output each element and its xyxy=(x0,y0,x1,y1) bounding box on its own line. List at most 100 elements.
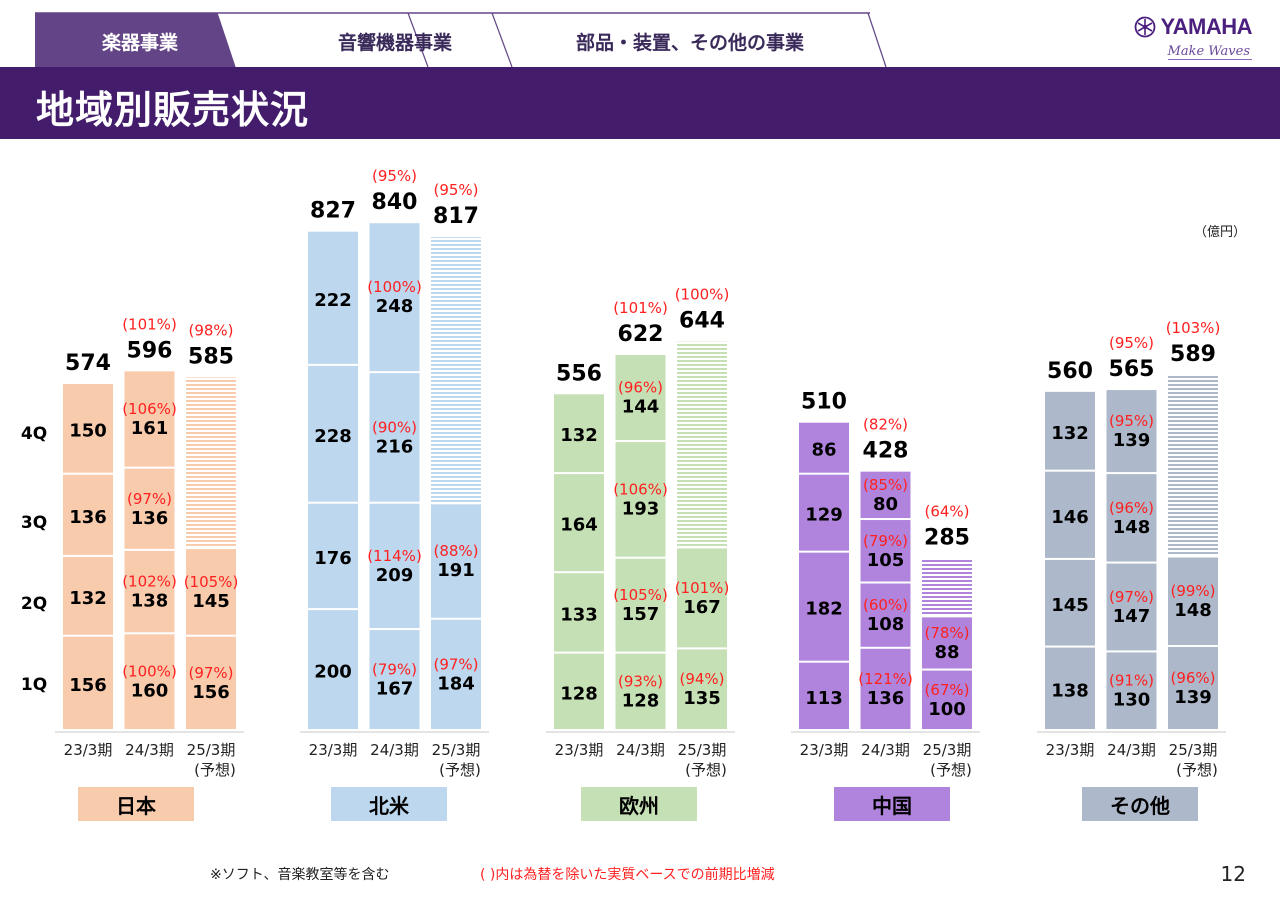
bar-segment-4Q xyxy=(799,422,849,473)
period-label: 24/3期 xyxy=(861,741,910,759)
tab-onkyo[interactable]: 音響機器事業 xyxy=(337,32,452,54)
bar-segment-4Q xyxy=(1045,391,1095,470)
total-pct-label: (95%) xyxy=(372,167,417,185)
bar-segment-1Q xyxy=(1106,652,1157,729)
quarter-value-label: 176 xyxy=(314,548,352,569)
tab-gakki[interactable]: 楽器事業 xyxy=(101,32,178,54)
bar-segment-1Q xyxy=(431,619,481,729)
bar-segment-2Q xyxy=(554,573,604,652)
total-pct-label: (95%) xyxy=(433,181,478,199)
forecast-remaining-segment xyxy=(431,237,481,503)
period-label: 24/3期 xyxy=(370,741,419,759)
unit-label: （億円） xyxy=(1193,225,1246,240)
bar-segment-3Q xyxy=(1045,471,1095,558)
quarter-value-label: 184 xyxy=(437,673,475,694)
quarter-value-label: 108 xyxy=(867,614,905,635)
bar-segment-3Q xyxy=(308,365,358,502)
bar-segment-3Q xyxy=(124,468,175,549)
forecast-label: (予想) xyxy=(930,761,972,779)
period-label: 25/3期 xyxy=(432,741,481,759)
bar-segment-4Q xyxy=(615,355,666,441)
title-bar: 地域別販売状況 xyxy=(0,67,1280,139)
quarter-value-label: 167 xyxy=(683,597,721,618)
quarter-value-label: 209 xyxy=(376,565,414,586)
bar-segment-1Q xyxy=(1045,647,1095,729)
total-value-label: 589 xyxy=(1170,342,1216,367)
total-pct-label: (101%) xyxy=(613,299,668,317)
quarter-pct-label: (114%) xyxy=(367,547,422,565)
quarter-value-label: 200 xyxy=(314,662,352,683)
forecast-remaining-segment xyxy=(677,341,727,547)
quarter-value-label: 136 xyxy=(131,508,169,529)
forecast-remaining-segment xyxy=(1168,374,1218,556)
quarter-value-label: 132 xyxy=(69,588,107,609)
quarter-pct-label: (105%) xyxy=(184,573,239,591)
quarter-value-label: 113 xyxy=(805,688,843,709)
quarter-pct-label: (106%) xyxy=(613,480,668,498)
quarter-value-label: 139 xyxy=(1113,430,1151,451)
quarter-pct-label: (96%) xyxy=(1109,499,1154,517)
quarter-pct-label: (106%) xyxy=(122,400,177,418)
quarter-value-label: 150 xyxy=(69,420,107,441)
bar-segment-1Q xyxy=(63,636,113,729)
quarter-value-label: 138 xyxy=(131,591,169,612)
total-pct-label: (95%) xyxy=(1109,334,1154,352)
legend-europe: 欧州 xyxy=(581,787,697,821)
quarter-value-label: 139 xyxy=(1174,687,1212,708)
quarter-pct-label: (78%) xyxy=(924,624,969,642)
total-value-label: 574 xyxy=(65,351,111,376)
quarter-pct-label: (96%) xyxy=(618,379,663,397)
quarter-value-label: 144 xyxy=(622,397,660,418)
period-label: 24/3期 xyxy=(125,741,174,759)
bar-segment-1Q xyxy=(308,610,358,729)
bar-segment-1Q xyxy=(124,634,175,729)
quarter-value-label: 216 xyxy=(376,436,414,457)
quarter-value-label: 80 xyxy=(873,494,898,515)
bar-segment-4Q xyxy=(1106,390,1157,473)
tuning-fork-emblem-icon xyxy=(1135,16,1156,38)
bar-segment-1Q xyxy=(922,670,972,729)
period-label: 25/3期 xyxy=(1169,741,1218,759)
quarter-value-label: 138 xyxy=(1051,680,1089,701)
forecast-remaining-segment xyxy=(922,558,972,616)
quarter-value-label: 161 xyxy=(131,418,169,439)
period-label: 23/3期 xyxy=(555,741,604,759)
logo-brand: YAMAHA xyxy=(1160,14,1252,39)
total-pct-label: (82%) xyxy=(863,416,908,434)
quarter-pct-label: (100%) xyxy=(367,278,422,296)
period-label: 23/3期 xyxy=(64,741,113,759)
bar-segment-2Q xyxy=(369,503,420,629)
bar-segment-2Q xyxy=(431,504,481,618)
quarter-value-label: 193 xyxy=(622,498,660,519)
bar-segment-2Q xyxy=(186,549,236,635)
quarter-pct-label: (96%) xyxy=(1170,669,1215,687)
bar-segment-1Q xyxy=(369,630,420,729)
bar-segment-3Q xyxy=(615,442,666,557)
forecast-label: (予想) xyxy=(1176,761,1218,779)
quarter-value-label: 228 xyxy=(314,426,352,447)
quarter-value-label: 160 xyxy=(131,681,169,702)
legend-other: その他 xyxy=(1082,787,1198,821)
bar-segment-3Q xyxy=(799,474,849,551)
quarter-pct-label: (99%) xyxy=(1170,582,1215,600)
quarter-value-label: 222 xyxy=(314,290,352,311)
quarter-value-label: 133 xyxy=(560,604,598,625)
bar-segment-2Q xyxy=(124,550,175,633)
tab-buhin[interactable]: 部品・装置、その他の事業 xyxy=(575,32,804,54)
bar-segment-4Q xyxy=(308,231,358,364)
total-value-label: 565 xyxy=(1109,357,1155,382)
quarter-pct-label: (79%) xyxy=(372,661,417,679)
footnote: ※ソフト、音楽教室等を含む xyxy=(210,867,390,883)
business-tabs: 楽器事業 音響機器事業 部品・装置、その他の事業 xyxy=(0,0,1280,68)
quarter-pct-label: (95%) xyxy=(1109,412,1154,430)
quarter-pct-label: (105%) xyxy=(613,586,668,604)
quarter-value-label: 132 xyxy=(1051,423,1089,444)
quarter-pct-label: (97%) xyxy=(188,664,233,682)
total-value-label: 560 xyxy=(1047,359,1093,384)
bar-segment-1Q xyxy=(554,653,604,729)
quarter-value-label: 129 xyxy=(805,505,843,526)
quarter-value-label: 156 xyxy=(69,675,107,696)
bar-segment-1Q xyxy=(677,649,727,729)
quarter-pct-label: (94%) xyxy=(679,670,724,688)
period-label: 23/3期 xyxy=(800,741,849,759)
